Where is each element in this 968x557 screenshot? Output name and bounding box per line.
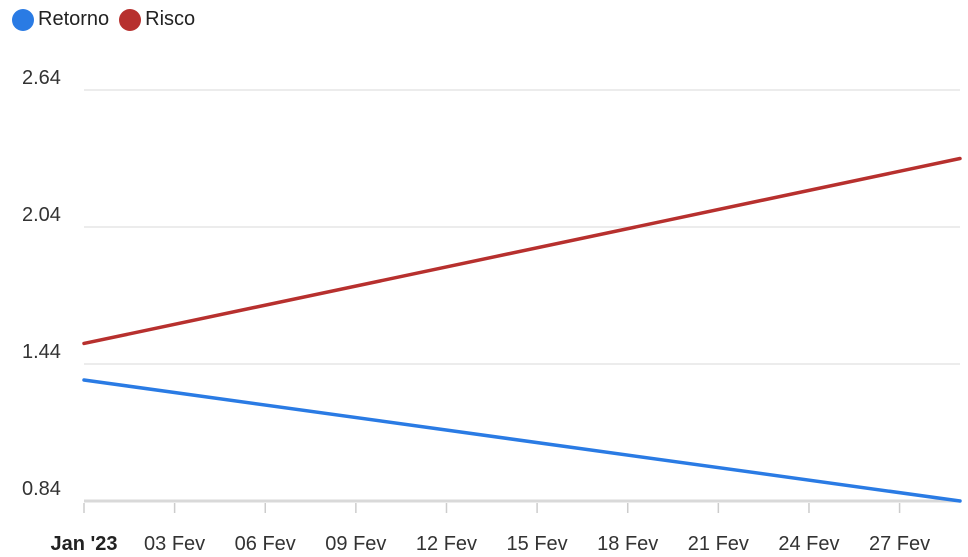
x-tick-label: 12 Fev	[416, 533, 477, 555]
x-tick-label: 09 Fev	[325, 533, 386, 555]
legend-label-retorno: Retorno	[38, 8, 110, 30]
x-tick-label: 21 Fev	[688, 533, 749, 555]
series-line-retorno	[82, 378, 962, 503]
x-tick-label: 03 Fev	[144, 533, 205, 555]
y-tick-label: 2.04	[22, 204, 61, 226]
legend-item-risco[interactable]: Risco	[119, 8, 195, 31]
y-tick-label: 1.44	[22, 341, 61, 363]
x-tick-label: 24 Fev	[778, 533, 839, 555]
legend-label-risco: Risco	[145, 8, 196, 30]
x-tick-label: 27 Fev	[869, 533, 930, 555]
legend-item-retorno[interactable]: Retorno	[12, 8, 109, 31]
x-tick-label: 18 Fev	[597, 533, 658, 555]
legend-swatch-risco	[119, 8, 142, 31]
series-line-risco	[82, 156, 962, 346]
x-tick-label: Jan '23	[50, 533, 117, 555]
x-tick-label: 06 Fev	[235, 533, 296, 555]
x-tick-label: 15 Fev	[507, 533, 568, 555]
legend-swatch-retorno	[12, 8, 34, 31]
legend: Retorno Risco	[12, 8, 195, 31]
y-tick-label: 2.64	[22, 67, 61, 89]
y-tick-label: 0.84	[22, 478, 61, 500]
